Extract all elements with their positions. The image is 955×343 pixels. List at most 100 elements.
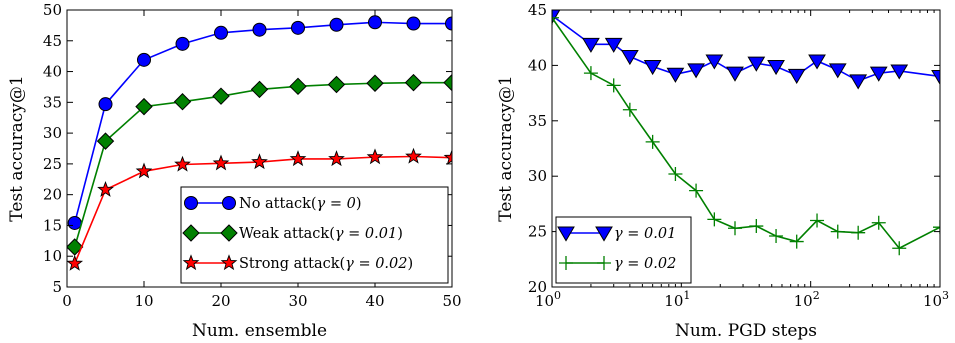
data-point <box>582 37 600 53</box>
legend: γ = 0.01 γ = 0.02 <box>555 216 692 284</box>
data-point <box>291 20 305 35</box>
left-panel: 5 10 15 20 25 30 35 40 45 50 0 10 20 30 40 50 Num. ensem… <box>7 1 462 341</box>
x-tick-label: 20 <box>211 292 230 310</box>
legend-marker <box>182 254 200 271</box>
data-point <box>583 66 598 81</box>
data-point <box>689 183 704 198</box>
legend-marker <box>595 226 613 242</box>
series-2 <box>552 10 940 256</box>
y-tick-label: 25 <box>43 155 62 173</box>
data-point <box>251 153 268 170</box>
data-point <box>643 60 662 76</box>
data-point <box>443 73 452 92</box>
x-tick-label: 101 <box>664 289 690 310</box>
legend-label: No attack(γ = 0) <box>239 196 361 212</box>
data-point <box>67 238 84 256</box>
data-point <box>250 80 269 99</box>
data-point <box>289 77 307 96</box>
data-point <box>787 68 806 84</box>
data-point <box>728 221 743 236</box>
data-point <box>687 63 705 79</box>
data-point <box>769 229 784 244</box>
data-point <box>405 147 422 164</box>
data-point <box>789 234 804 249</box>
y-tick-label: 20 <box>528 278 547 296</box>
series-line <box>552 17 940 250</box>
y-tick-label: 40 <box>43 63 62 81</box>
data-point <box>668 166 683 181</box>
y-tick-label: 40 <box>528 56 547 74</box>
y-tick-label: 35 <box>43 93 62 111</box>
data-point <box>808 54 826 70</box>
data-point <box>327 75 346 94</box>
x-tick-label: 30 <box>288 292 307 310</box>
data-point <box>705 54 724 70</box>
y-tick-label: 50 <box>43 1 62 19</box>
data-point <box>67 215 82 230</box>
x-tick-label: 0 <box>62 292 72 310</box>
data-point <box>137 52 151 67</box>
data-point <box>329 17 344 32</box>
data-point <box>289 150 307 167</box>
data-point <box>892 241 907 256</box>
data-point <box>252 22 267 37</box>
legend-marker <box>559 256 573 270</box>
data-point <box>328 150 345 167</box>
data-point <box>931 69 940 86</box>
data-point <box>175 36 190 51</box>
legend-entry: γ = 0.02 <box>559 256 676 272</box>
data-point <box>212 87 230 105</box>
plot-area <box>552 10 940 256</box>
axes-frame <box>551 9 941 288</box>
legend-label: γ = 0.01 <box>614 226 676 242</box>
data-point <box>212 154 230 171</box>
axes-frame <box>66 9 453 288</box>
y-tick-label: 30 <box>43 124 62 142</box>
data-point <box>707 212 722 227</box>
x-axis-label: Num. ensemble <box>192 321 327 341</box>
legend-entry: No attack(γ = 0) <box>184 196 361 212</box>
data-point <box>135 162 153 179</box>
y-tick-label: 45 <box>43 32 62 50</box>
data-point <box>726 66 744 82</box>
x-tick-label: 103 <box>923 289 949 310</box>
data-point <box>767 60 785 76</box>
y-tick-label: 10 <box>43 247 62 265</box>
y-tick-label: 30 <box>528 167 547 185</box>
plot-area <box>67 15 452 271</box>
data-point <box>851 225 866 240</box>
y-axis-label: Test accuracy@1 <box>7 75 27 221</box>
series-3 <box>67 147 452 271</box>
series-1 <box>552 10 940 90</box>
data-point <box>666 67 685 83</box>
legend-box <box>555 216 692 284</box>
legend-entry: Weak attack(γ = 0.01) <box>182 224 403 242</box>
data-point <box>214 25 228 40</box>
data-point <box>749 219 764 234</box>
y-axis-label: Test accuracy@1 <box>496 75 516 221</box>
legend-marker <box>184 196 198 210</box>
legend-marker <box>220 224 238 242</box>
x-tick-label: 50 <box>442 292 461 310</box>
data-point <box>933 220 940 235</box>
data-point <box>849 74 868 90</box>
data-point <box>552 10 559 25</box>
data-point <box>368 15 382 30</box>
legend-label: Strong attack(γ = 0.02) <box>239 256 413 272</box>
data-point <box>645 134 660 149</box>
data-point <box>622 102 637 117</box>
data-point <box>174 155 191 172</box>
data-point <box>366 74 384 92</box>
legend-label: γ = 0.02 <box>614 256 676 272</box>
x-axis-label: Num. PGD steps <box>675 321 817 341</box>
data-point <box>890 64 909 80</box>
x-tick-label: 102 <box>794 289 820 310</box>
data-point <box>443 148 452 165</box>
legend-marker <box>557 226 575 242</box>
y-tick-label: 45 <box>528 1 547 19</box>
legend-marker <box>597 256 611 270</box>
legend: No attack(γ = 0) Weak attack(γ = 0.01) Str… <box>180 186 449 284</box>
legend-marker <box>222 196 236 210</box>
legend-marker <box>220 254 238 271</box>
